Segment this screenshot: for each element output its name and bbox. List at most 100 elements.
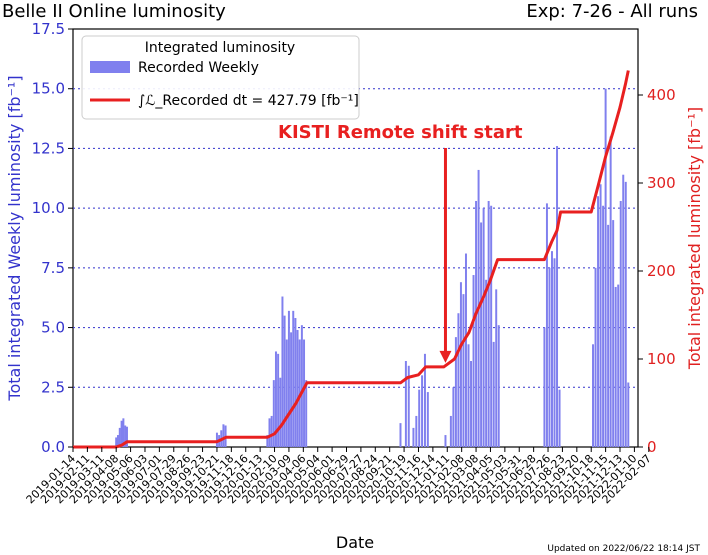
weekly-bar	[268, 418, 271, 447]
right-tick-label: 0	[647, 438, 657, 456]
weekly-bar	[423, 353, 426, 447]
weekly-bar	[485, 279, 488, 447]
left-tick-label: 0.0	[41, 438, 65, 456]
annotation-text: KISTI Remote shift start	[278, 122, 523, 143]
weekly-bar	[480, 222, 483, 447]
weekly-bar	[274, 351, 277, 447]
weekly-bar	[421, 375, 424, 447]
legend-line-label: ∫ℒ_Recorded dt = 427.79 [fb⁻¹]	[138, 93, 359, 109]
weekly-bar	[305, 380, 308, 447]
legend-title: Integrated luminosity	[145, 40, 295, 56]
legend-box	[81, 35, 360, 120]
y-axis-label-left: Total integrated Weekly luminosity [fb⁻¹…	[5, 75, 24, 401]
weekly-bar	[470, 361, 473, 447]
weekly-bar	[467, 344, 470, 447]
weekly-bar	[222, 424, 225, 447]
weekly-bar	[556, 146, 559, 448]
left-tick-label: 17.5	[32, 20, 65, 38]
cumulative-line-group	[73, 70, 630, 449]
weekly-bar	[449, 415, 452, 447]
weekly-bar	[444, 435, 447, 447]
weekly-bar	[125, 426, 128, 447]
weekly-bar	[296, 329, 299, 447]
chart-title: Belle II Online luminosity	[2, 1, 226, 22]
legend-bar-swatch	[90, 61, 130, 73]
weekly-bar	[459, 282, 462, 447]
annotation-arrow	[439, 148, 452, 363]
weekly-bar	[279, 377, 282, 447]
weekly-bar	[412, 427, 415, 447]
weekly-bar	[399, 423, 402, 447]
weekly-bar	[543, 327, 546, 447]
weekly-bar	[303, 339, 306, 447]
weekly-bar	[497, 325, 500, 447]
weekly-bar	[407, 365, 410, 447]
weekly-bar	[614, 286, 617, 447]
weekly-bar	[426, 392, 429, 447]
weekly-bar	[457, 313, 460, 447]
weekly-bar	[464, 253, 467, 447]
right-axis-ticks: 0 100 200 300 400	[638, 86, 676, 456]
weekly-bar	[294, 318, 297, 447]
weekly-bar	[418, 389, 421, 447]
weekly-bar	[122, 418, 125, 447]
weekly-bar	[551, 251, 553, 447]
weekly-bar	[558, 389, 561, 447]
weekly-bar	[482, 208, 485, 447]
weekly-bar	[627, 382, 630, 447]
weekly-bar	[492, 341, 495, 447]
weekly-bar	[472, 275, 475, 447]
weekly-bar	[292, 310, 295, 447]
weekly-bar	[277, 353, 280, 447]
weekly-bar	[283, 315, 286, 447]
weekly-bar	[475, 200, 478, 447]
weekly-bar	[604, 88, 607, 447]
weekly-bar	[270, 415, 273, 447]
right-tick-label: 100	[647, 350, 676, 368]
weekly-bar	[545, 203, 548, 447]
x-axis-label: Date	[336, 533, 374, 552]
weekly-bar	[487, 200, 490, 447]
left-tick-label: 10.0	[32, 199, 65, 217]
weekly-bar	[124, 425, 127, 447]
weekly-bar	[624, 181, 627, 447]
weekly-bar	[272, 380, 275, 447]
weekly-bar	[454, 337, 457, 447]
weekly-bar	[404, 361, 407, 447]
legend-bar-label: Recorded Weekly	[138, 60, 259, 76]
x-axis-ticks: 2019-01-142019-02-112019-03-112019-04-08…	[24, 447, 654, 506]
weekly-bar	[462, 294, 465, 447]
weekly-bar	[287, 310, 290, 447]
weekly-bar	[599, 184, 602, 447]
cumulative-line	[73, 70, 630, 449]
left-tick-label: 2.5	[41, 378, 65, 396]
y-axis-label-right: Total integrated luminosity [fb⁻¹]	[685, 107, 704, 370]
chart-subtitle: Exp: 7-26 - All runs	[526, 1, 698, 22]
weekly-bar	[215, 432, 218, 447]
legend: Integrated luminosity Recorded Weekly ∫ℒ…	[81, 35, 360, 120]
weekly-bar	[452, 387, 455, 447]
weekly-bar	[597, 196, 600, 447]
right-tick-label: 300	[647, 174, 676, 192]
annotation-arrow-head	[439, 350, 452, 363]
footer-updated: Updated on 2022/06/22 18:14 JST	[547, 544, 700, 554]
weekly-bar	[120, 420, 123, 447]
weekly-bar	[490, 205, 493, 447]
right-tick-label: 400	[647, 86, 676, 104]
weekly-bar	[617, 284, 620, 447]
left-tick-label: 7.5	[41, 259, 65, 277]
left-tick-label: 12.5	[32, 139, 65, 157]
weekly-bar	[622, 174, 625, 447]
weekly-bar	[415, 415, 418, 447]
weekly-bar	[612, 220, 615, 447]
left-tick-label: 5.0	[41, 319, 65, 337]
weekly-bar	[602, 205, 605, 447]
weekly-bar	[118, 427, 121, 447]
weekly-bar	[592, 344, 595, 447]
weekly-bar	[266, 435, 269, 447]
weekly-bar	[281, 296, 284, 447]
weekly-bar	[495, 289, 498, 447]
weekly-bar	[619, 200, 622, 447]
right-tick-label: 200	[647, 262, 676, 280]
